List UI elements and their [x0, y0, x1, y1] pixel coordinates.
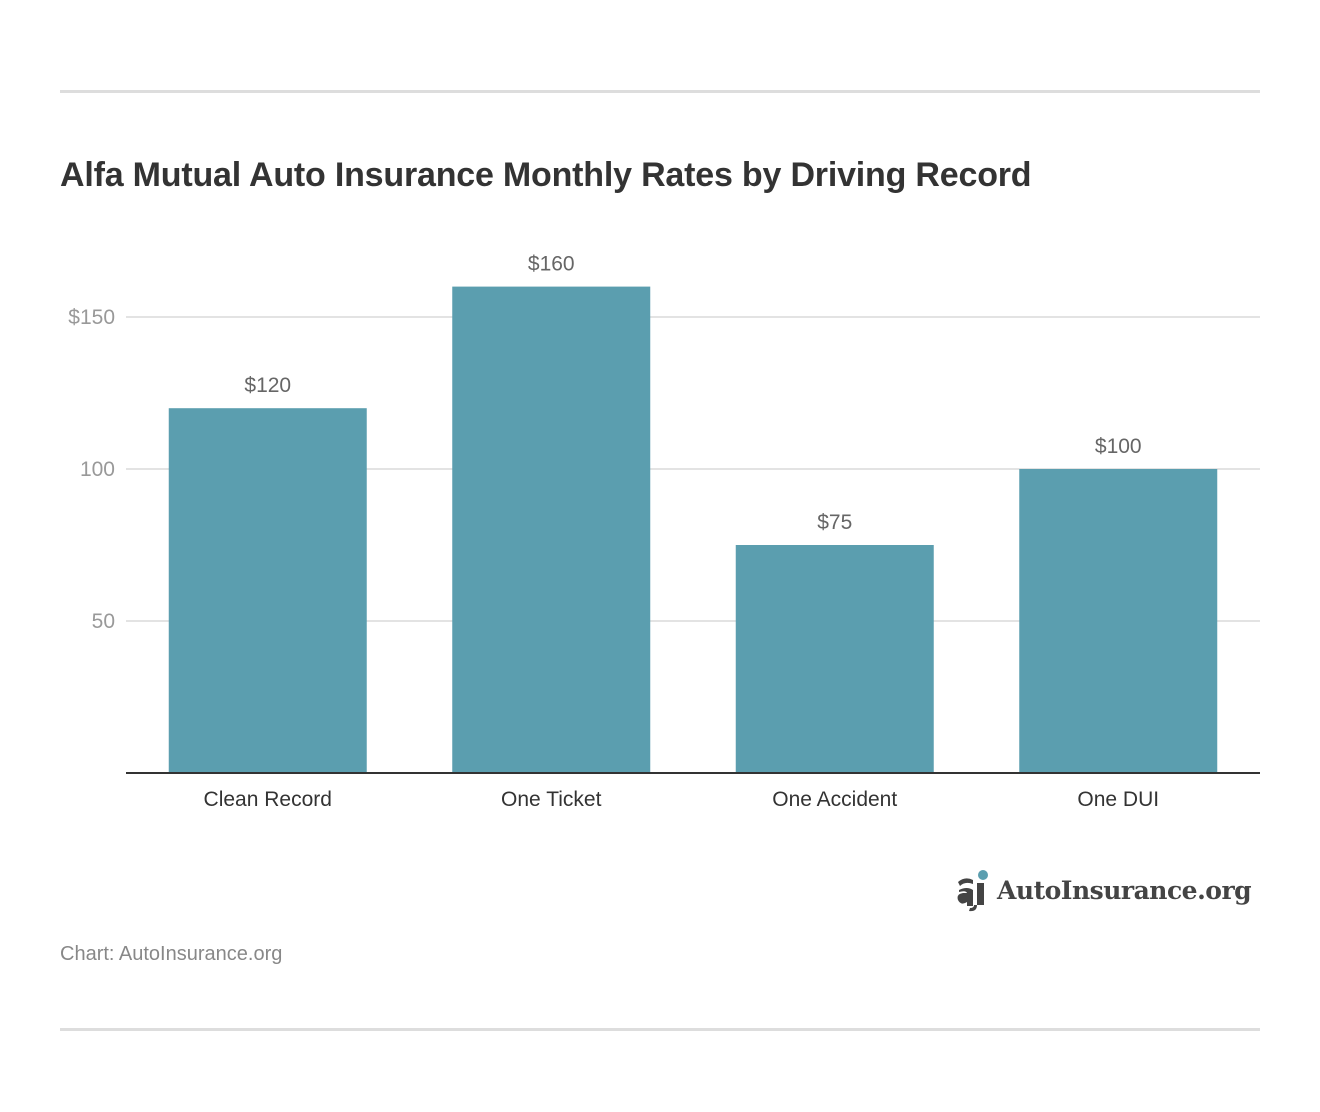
- data-label: $75: [817, 511, 852, 534]
- bar: [735, 545, 934, 773]
- y-tick-label: 100: [80, 458, 115, 481]
- bar: [452, 286, 651, 773]
- bar: [1019, 469, 1218, 773]
- chart-source: Chart: AutoInsurance.org: [60, 943, 283, 965]
- data-label: $160: [528, 253, 575, 276]
- data-label: $120: [244, 374, 291, 397]
- chart-title: Alfa Mutual Auto Insurance Monthly Rates…: [60, 156, 1032, 194]
- logo-icon: [957, 870, 988, 912]
- bar: [168, 408, 367, 773]
- x-tick-label: Clean Record: [204, 788, 332, 811]
- logo-text: AutoInsurance.org: [997, 875, 1252, 905]
- bar-chart: 50 100 $150 $120 Clean Record $160 One Ticket $…: [68, 253, 1260, 811]
- x-tick-label: One DUI: [1077, 788, 1159, 811]
- y-tick-label: $150: [68, 306, 115, 329]
- data-label: $100: [1095, 435, 1142, 458]
- autoinsurance-logo: AutoInsurance.org: [955, 868, 1252, 912]
- x-tick-label: One Accident: [772, 788, 897, 811]
- x-tick-label: One Ticket: [501, 788, 602, 811]
- top-divider: [60, 90, 1260, 93]
- y-tick-label: 50: [92, 610, 115, 633]
- bottom-divider: [60, 1028, 1260, 1031]
